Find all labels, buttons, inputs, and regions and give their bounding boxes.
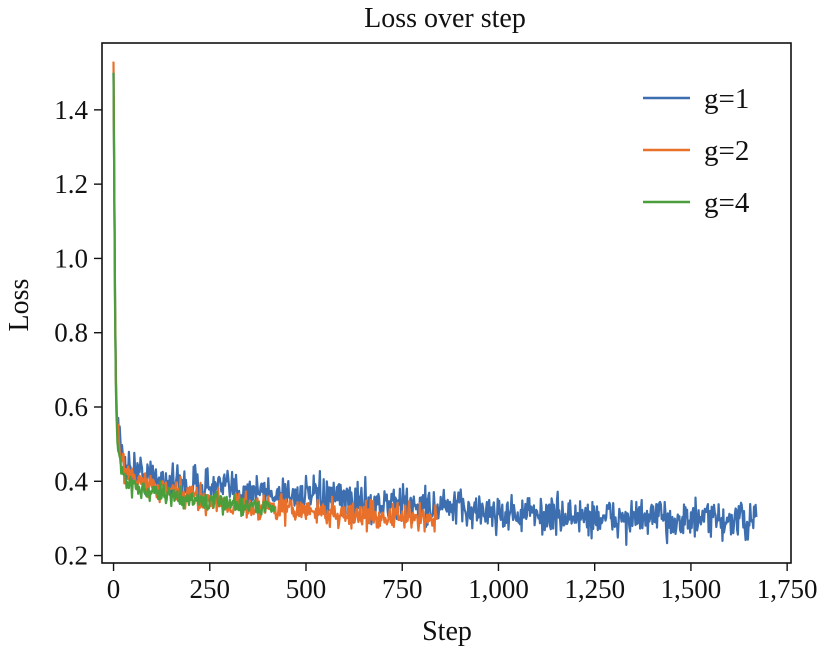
x-tick-label: 250 <box>190 574 231 604</box>
x-tick-label: 500 <box>286 574 327 604</box>
x-tick-label: 1,000 <box>468 574 529 604</box>
x-tick-label: 1,750 <box>757 574 818 604</box>
x-axis-label: Step <box>422 616 472 647</box>
y-axis: 0.2 0.4 0.6 0.8 1.0 1.2 1.4 <box>54 95 102 571</box>
y-tick-label: 0.6 <box>54 392 88 422</box>
series-line-g=2 <box>112 61 438 533</box>
legend-label-g=2: g=2 <box>704 135 749 167</box>
y-tick-label: 0.8 <box>54 318 88 348</box>
plot-area <box>112 61 758 547</box>
x-tick-label: 1,500 <box>661 574 722 604</box>
series-line-g=4 <box>112 72 277 518</box>
y-tick-label: 1.2 <box>54 169 88 199</box>
x-tick-label: 750 <box>382 574 423 604</box>
series-line-g=1 <box>112 72 758 547</box>
chart-title: Loss over step <box>364 3 526 34</box>
legend-label-g=1: g=1 <box>704 83 749 115</box>
y-tick-label: 0.2 <box>54 541 88 571</box>
legend: g=1 g=2 g=4 <box>643 83 750 219</box>
y-tick-label: 0.4 <box>54 466 88 496</box>
y-axis-label: Loss <box>4 279 35 332</box>
plot-frame <box>101 42 792 564</box>
y-tick-label: 1.0 <box>54 243 88 273</box>
x-tick-label: 1,250 <box>564 574 625 604</box>
x-axis: 0 250 500 750 1,000 1,250 1,500 1,750 <box>107 563 818 604</box>
y-tick-label: 1.4 <box>54 95 88 125</box>
legend-label-g=4: g=4 <box>704 187 750 219</box>
x-tick-label: 0 <box>107 574 121 604</box>
